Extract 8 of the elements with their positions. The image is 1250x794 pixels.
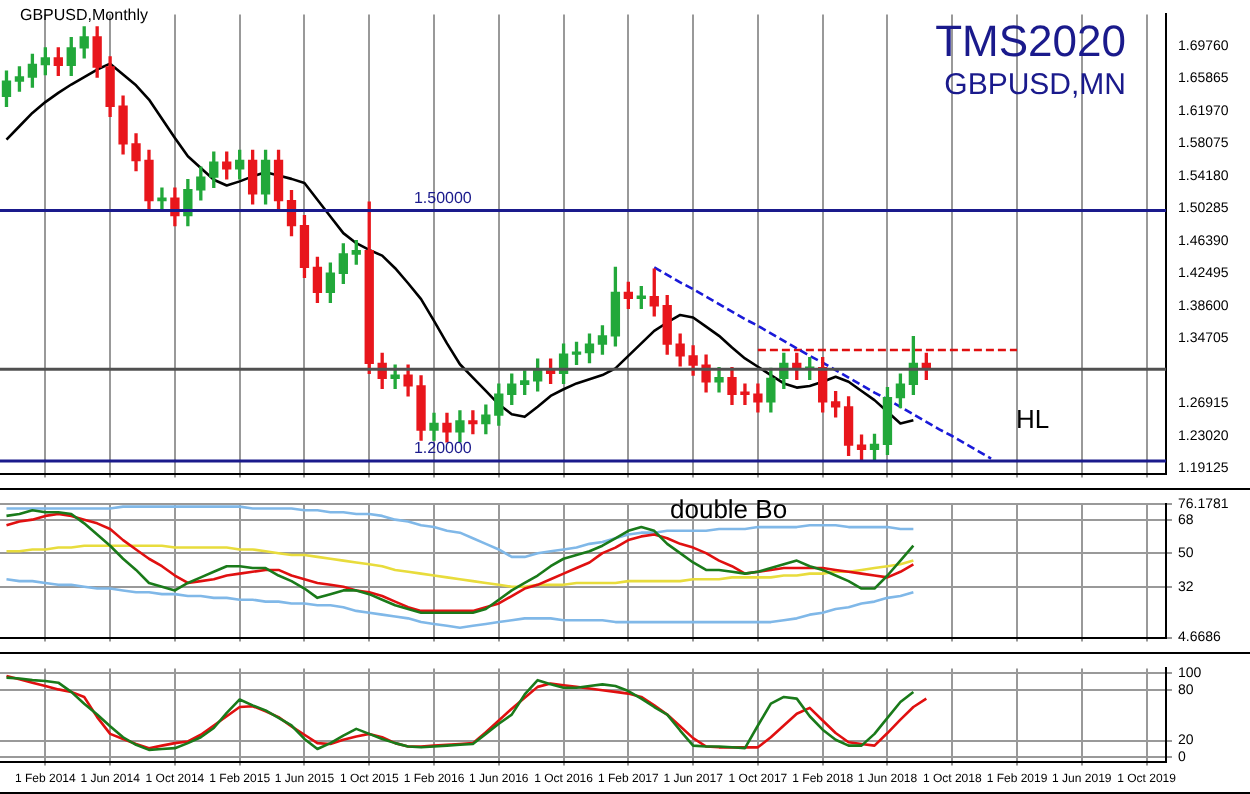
text: GBPUSD,MN xyxy=(944,68,1126,102)
annotation: GBPUSD,Monthly xyxy=(20,6,149,24)
annotation: double Bo xyxy=(670,494,788,524)
chart-title: TMS2020 xyxy=(935,16,1126,68)
annotation: HL xyxy=(1016,404,1050,434)
line-series xyxy=(652,266,993,460)
ref-line-label: 1.50000 xyxy=(413,189,473,208)
ref-line-label: 1.20000 xyxy=(413,439,473,458)
